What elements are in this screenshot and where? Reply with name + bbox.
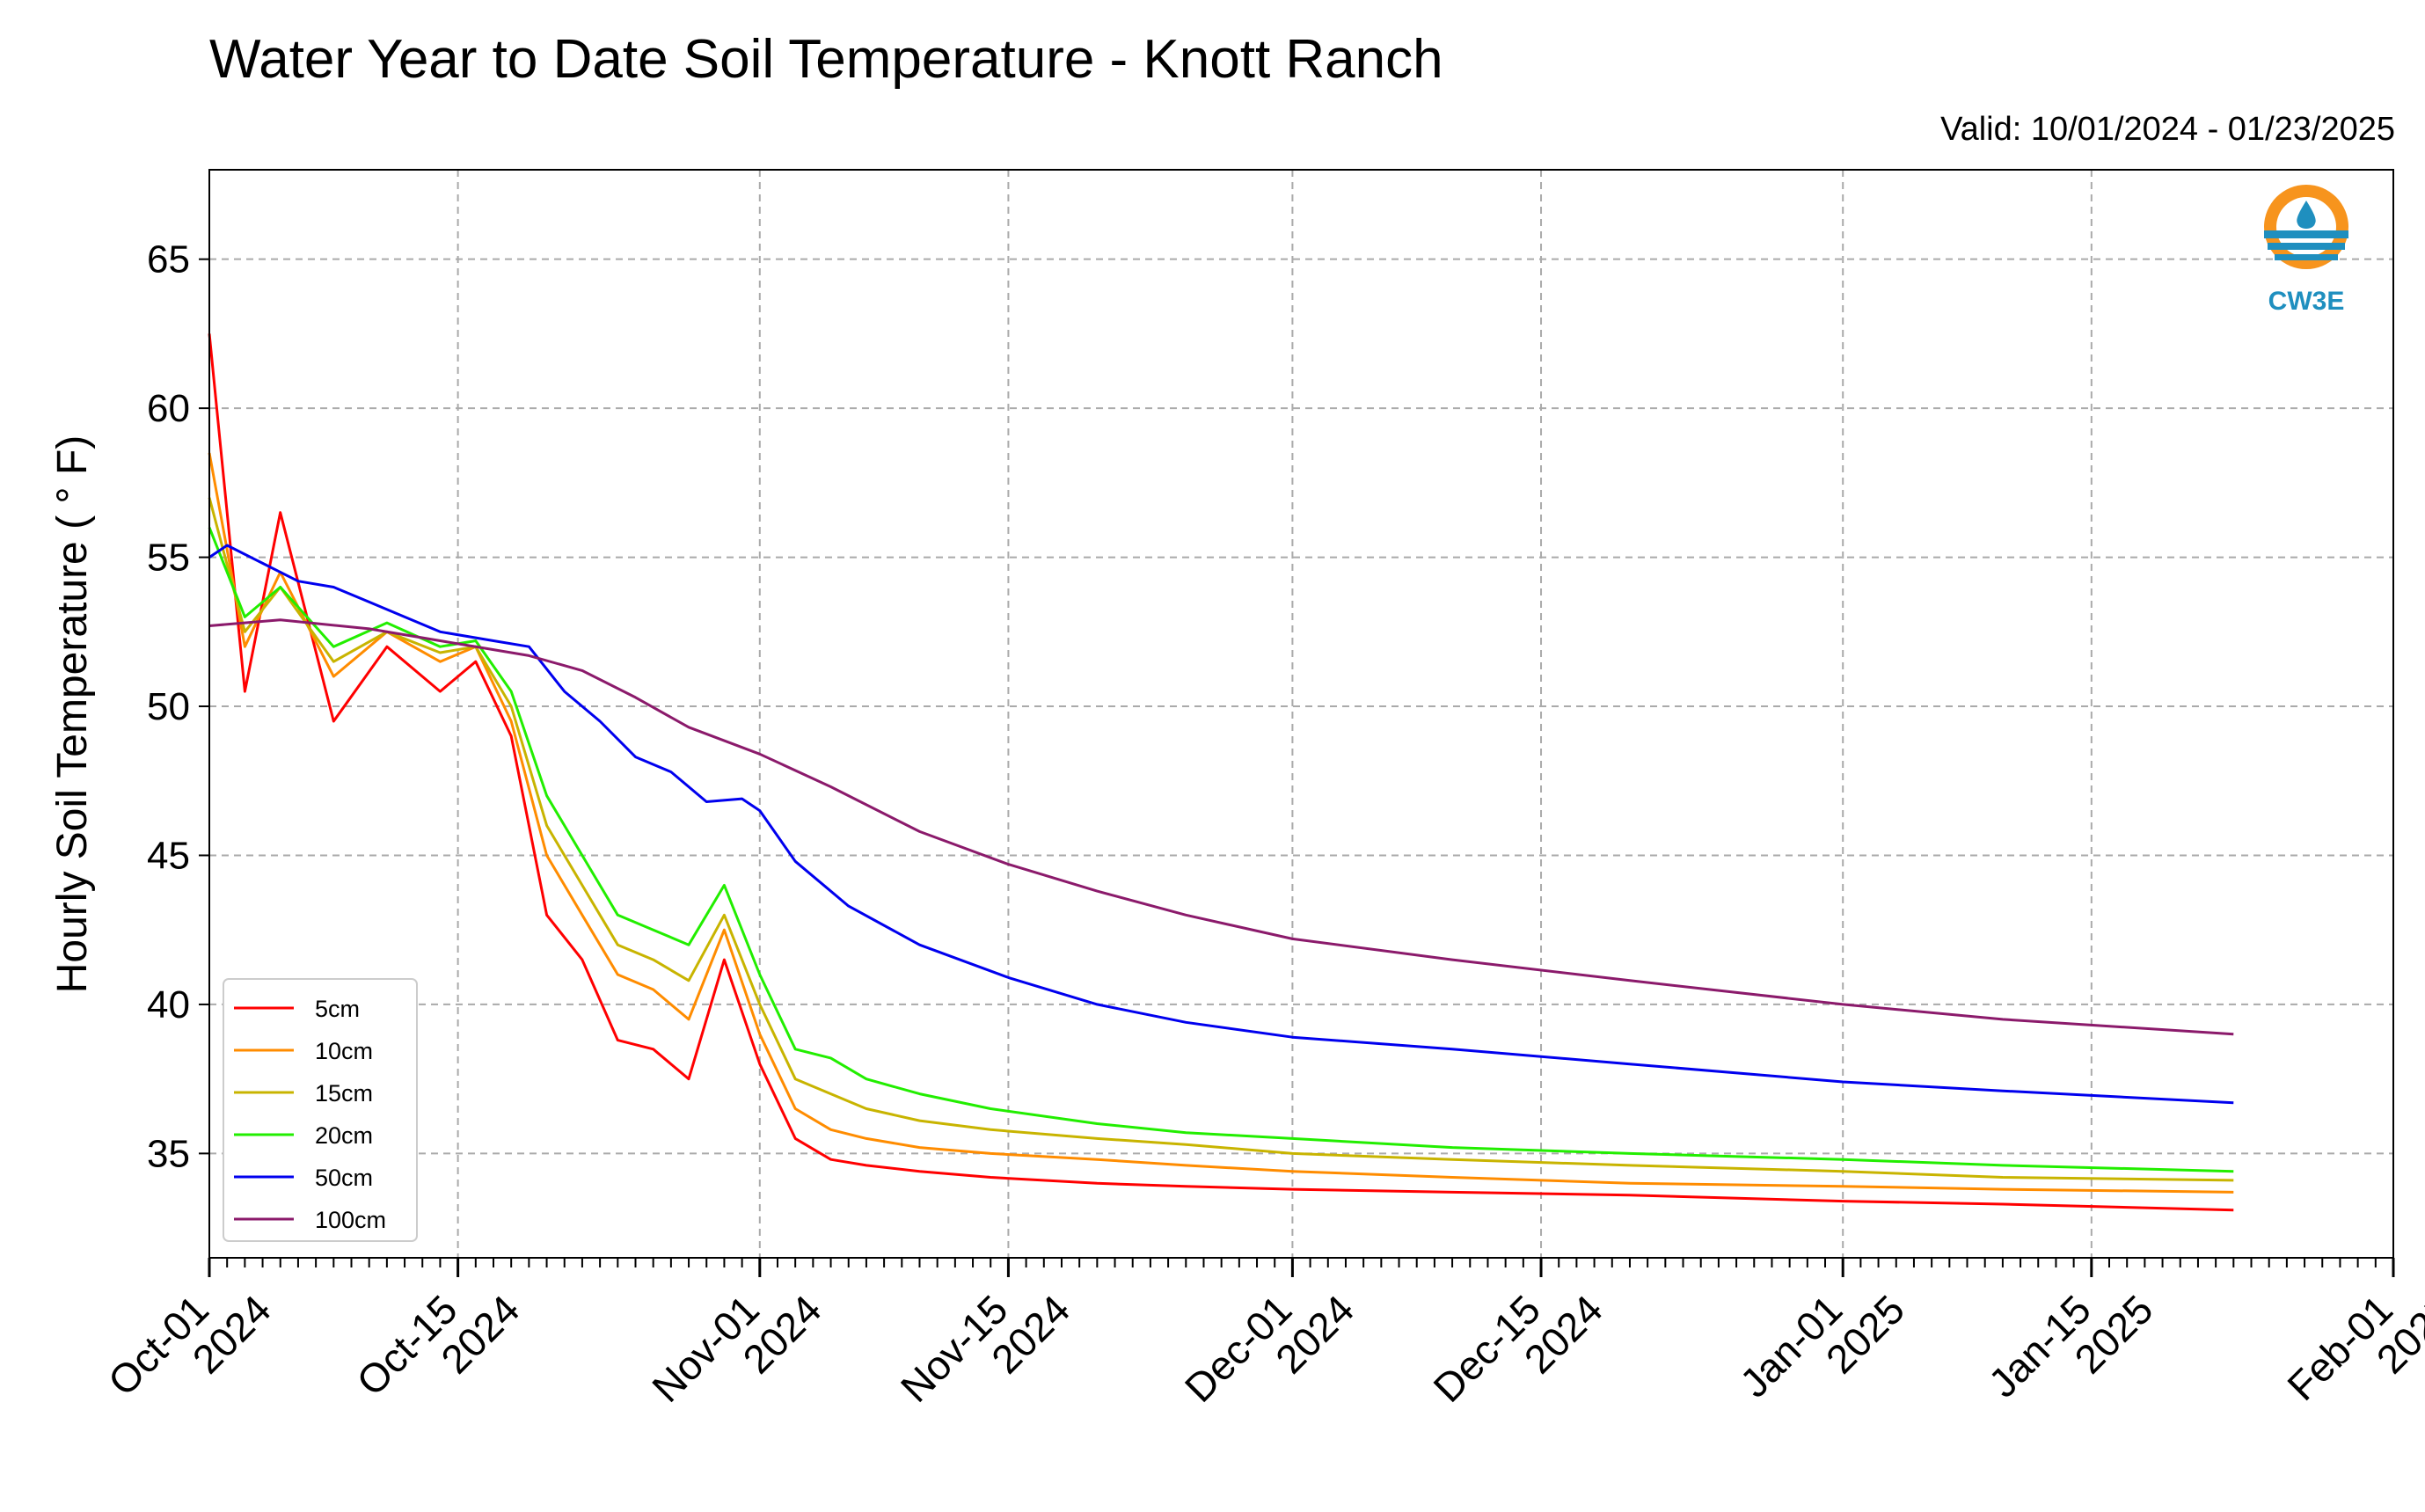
legend-label: 15cm	[315, 1080, 373, 1107]
y-axis-label: Hourly Soil Temperature ( ° F)	[49, 435, 96, 994]
x-tick-label: Feb-012025	[2278, 1255, 2425, 1441]
x-tick-label: Dec-012024	[1176, 1255, 1362, 1442]
logo-wave-icon-3	[2275, 254, 2338, 260]
logo-text: CW3E	[2268, 287, 2345, 316]
x-tick-label: Jan-152025	[1980, 1255, 2162, 1437]
cw3e-logo: CW3E	[2264, 185, 2348, 316]
series-line-50cm	[208, 544, 2234, 1105]
x-tick-label: Jan-012025	[1731, 1255, 1913, 1437]
legend-label: 10cm	[315, 1038, 373, 1064]
y-tick-label: 40	[147, 983, 190, 1026]
y-tick-label: 65	[147, 238, 190, 281]
legend: 5cm 10cm 15cm 20cm 50cm 100cm	[223, 978, 418, 1242]
series-line-5cm	[208, 333, 2234, 1212]
x-tick-label: Nov-012024	[643, 1255, 829, 1442]
series-line-100cm	[208, 618, 2234, 1036]
x-tick-label: Oct-152024	[347, 1255, 528, 1435]
x-tick-label: Oct-012024	[99, 1255, 280, 1435]
y-tick-label: 50	[147, 685, 190, 728]
logo-wave-icon-2	[2268, 243, 2345, 250]
y-tick-label: 45	[147, 834, 190, 877]
legend-label: 20cm	[315, 1122, 373, 1149]
series-line-15cm	[208, 497, 2234, 1182]
y-tick-label: 60	[147, 387, 190, 430]
logo-wave-icon	[2264, 230, 2348, 238]
series-lines	[208, 333, 2234, 1212]
axes: 35 40 45 50 55 60 65 Oct-012024 Oct-152024 Nov-01…	[99, 238, 2425, 1442]
x-tick-label: Dec-152024	[1424, 1255, 1611, 1442]
legend-label: 50cm	[315, 1165, 373, 1191]
x-tick-label: Nov-152024	[892, 1255, 1078, 1442]
y-tick-label: 35	[147, 1132, 190, 1175]
chart-title: Water Year to Date Soil Temperature - Kn…	[209, 29, 1443, 90]
series-line-10cm	[208, 452, 2234, 1194]
plot-frame	[208, 169, 2394, 1259]
y-tick-label: 55	[147, 537, 190, 580]
legend-label: 100cm	[315, 1207, 386, 1233]
legend-label: 5cm	[315, 996, 360, 1022]
series-line-20cm	[208, 527, 2234, 1173]
logo-drop-icon	[2297, 201, 2316, 229]
chart-subtitle: Valid: 10/01/2024 - 01/23/2025	[1940, 111, 2395, 148]
